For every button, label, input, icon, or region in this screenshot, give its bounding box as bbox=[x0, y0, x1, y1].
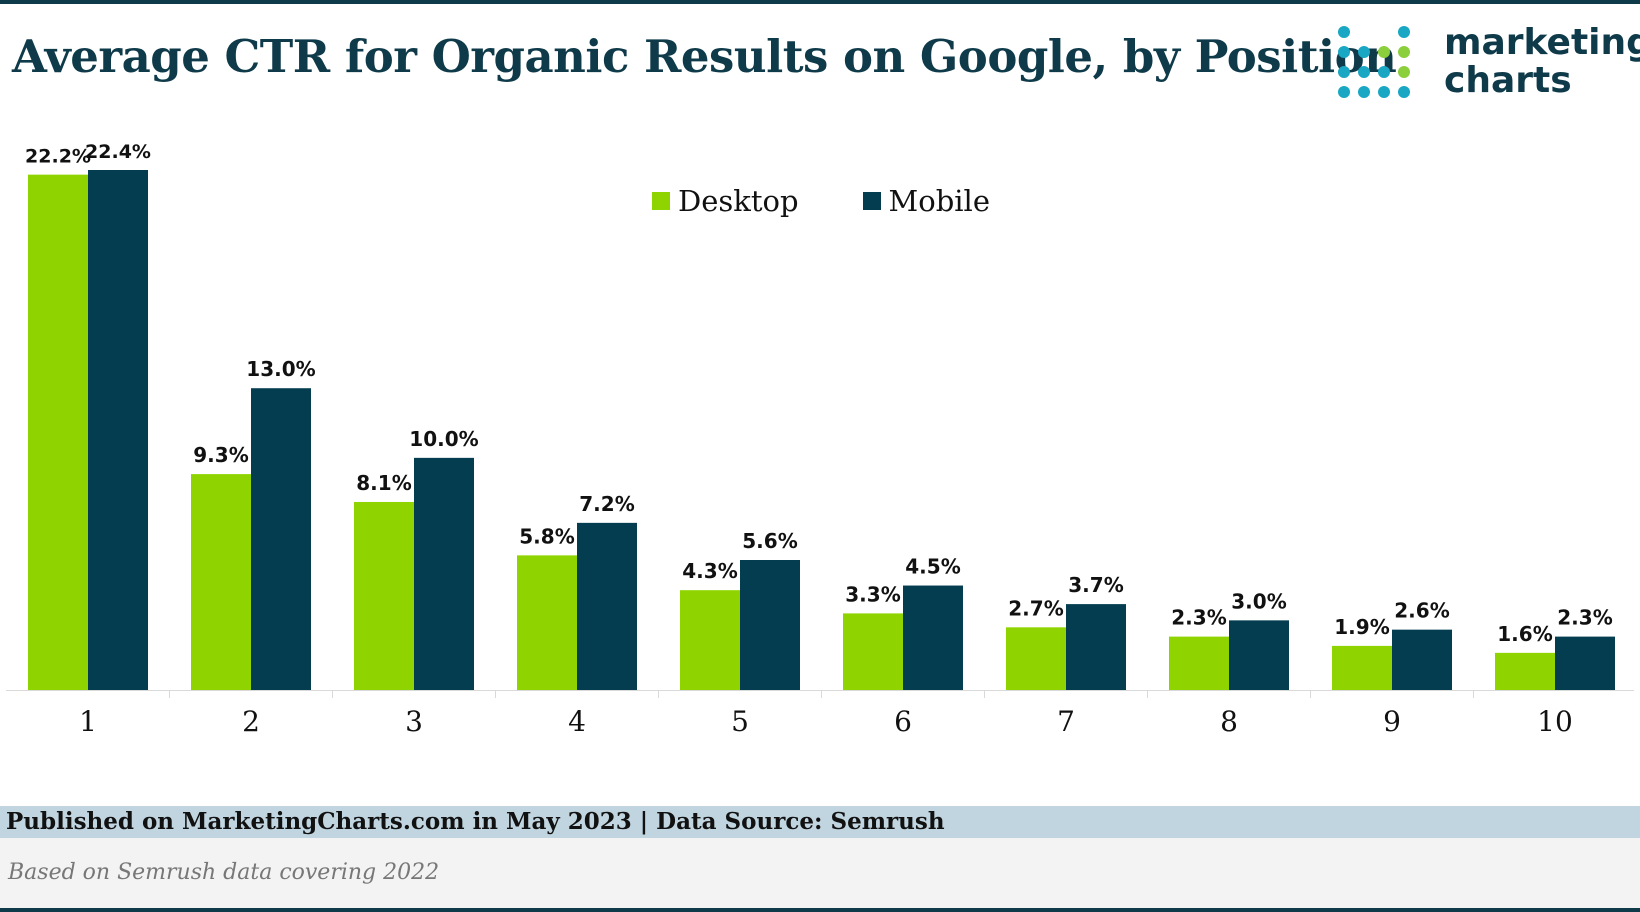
x-tick-label-1: 1 bbox=[79, 705, 97, 738]
data-label-desktop-1: 22.2% bbox=[25, 146, 91, 168]
legend-label-desktop: Desktop bbox=[678, 184, 799, 218]
data-label-desktop-6: 3.3% bbox=[845, 582, 900, 606]
data-label-desktop-8: 2.3% bbox=[1171, 606, 1226, 630]
logo-dot bbox=[1338, 46, 1350, 58]
logo-dot bbox=[1398, 46, 1410, 58]
logo-dot bbox=[1398, 66, 1410, 78]
logo-text: marketing charts bbox=[1444, 24, 1640, 100]
bar-desktop-5 bbox=[680, 590, 740, 690]
note-text: Based on Semrush data covering 2022 bbox=[8, 860, 440, 885]
marketingcharts-logo: marketing charts bbox=[1336, 24, 1640, 104]
bar-desktop-4 bbox=[517, 555, 577, 690]
logo-dot bbox=[1358, 86, 1370, 98]
source-text: Published on MarketingCharts.com in May … bbox=[6, 808, 945, 835]
data-label-mobile-7: 3.7% bbox=[1068, 573, 1123, 597]
bar-desktop-3 bbox=[354, 501, 414, 690]
data-label-mobile-4: 7.2% bbox=[579, 492, 634, 516]
bar-desktop-6 bbox=[843, 613, 903, 690]
data-label-mobile-6: 4.5% bbox=[905, 555, 960, 579]
bar-desktop-1 bbox=[28, 174, 88, 691]
bar-mobile-2 bbox=[251, 388, 311, 690]
data-label-mobile-8: 3.0% bbox=[1231, 589, 1286, 613]
data-label-mobile-5: 5.6% bbox=[742, 529, 797, 553]
legend-label-mobile: Mobile bbox=[888, 184, 990, 218]
bar-mobile-3 bbox=[414, 457, 474, 690]
bar-mobile-6 bbox=[903, 585, 963, 690]
data-label-mobile-1: 22.4% bbox=[85, 141, 151, 163]
data-label-desktop-7: 2.7% bbox=[1008, 596, 1063, 620]
data-label-mobile-10: 2.3% bbox=[1557, 606, 1612, 630]
bar-mobile-1 bbox=[88, 170, 148, 690]
data-label-desktop-10: 1.6% bbox=[1497, 622, 1552, 646]
data-label-desktop-3: 8.1% bbox=[356, 471, 411, 495]
x-tick-label-6: 6 bbox=[894, 705, 912, 738]
x-tick-label-5: 5 bbox=[731, 705, 749, 738]
logo-dot bbox=[1358, 46, 1370, 58]
data-label-mobile-9: 2.6% bbox=[1394, 599, 1449, 623]
chart-title: Average CTR for Organic Results on Googl… bbox=[12, 30, 1397, 83]
note-bar: Based on Semrush data covering 2022 bbox=[0, 838, 1640, 908]
legend-swatch-desktop bbox=[652, 192, 670, 210]
bar-mobile-9 bbox=[1392, 629, 1452, 690]
bar-mobile-10 bbox=[1555, 636, 1615, 690]
x-tick-label-9: 9 bbox=[1383, 705, 1401, 738]
top-rule bbox=[0, 0, 1640, 4]
bar-chart: 22.2%22.4% 1 9.3% 13.0% 2 8.1% 10.0% 3 5.8%7.2% 4… bbox=[6, 141, 1634, 738]
data-label-mobile-2: 13.0% bbox=[246, 357, 315, 381]
bar-desktop-2 bbox=[191, 474, 251, 690]
x-tick-label-10: 10 bbox=[1537, 705, 1573, 738]
logo-dot bbox=[1378, 46, 1390, 58]
x-tick-label-7: 7 bbox=[1057, 705, 1075, 738]
logo-dot bbox=[1338, 26, 1350, 38]
bar-desktop-9 bbox=[1332, 645, 1392, 690]
data-label-desktop-9: 1.9% bbox=[1334, 615, 1389, 639]
data-label-desktop-5: 4.3% bbox=[682, 559, 737, 583]
data-label-desktop-4: 5.8% bbox=[519, 524, 574, 548]
bar-desktop-10 bbox=[1495, 652, 1555, 690]
bar-desktop-7 bbox=[1006, 627, 1066, 690]
legend-item-mobile: Mobile bbox=[862, 184, 990, 218]
bar-mobile-7 bbox=[1066, 604, 1126, 690]
bar-desktop-8 bbox=[1169, 636, 1229, 690]
bar-mobile-4 bbox=[577, 522, 637, 690]
legend-item-desktop: Desktop bbox=[652, 184, 799, 218]
bar-mobile-8 bbox=[1229, 620, 1289, 690]
source-bar: Published on MarketingCharts.com in May … bbox=[0, 806, 1640, 838]
data-label-desktop-2: 9.3% bbox=[193, 443, 248, 467]
legend-swatch-mobile bbox=[862, 192, 881, 210]
logo-dot bbox=[1358, 66, 1370, 78]
data-label-mobile-3: 10.0% bbox=[409, 427, 478, 451]
logo-dot bbox=[1398, 86, 1410, 98]
chart-legend: Desktop Mobile bbox=[652, 184, 990, 218]
bar-mobile-5 bbox=[740, 560, 800, 690]
x-tick-label-3: 3 bbox=[405, 705, 423, 738]
x-tick-label-4: 4 bbox=[568, 705, 586, 738]
bottom-rule bbox=[0, 908, 1640, 912]
logo-dot bbox=[1378, 86, 1390, 98]
logo-dots-icon bbox=[1338, 26, 1410, 98]
logo-dot bbox=[1398, 26, 1410, 38]
logo-dot bbox=[1338, 66, 1350, 78]
x-tick-label-2: 2 bbox=[242, 705, 260, 738]
logo-line-1: marketing bbox=[1444, 22, 1640, 63]
logo-dot bbox=[1338, 86, 1350, 98]
x-tick-label-8: 8 bbox=[1220, 705, 1238, 738]
logo-dot bbox=[1378, 66, 1390, 78]
logo-line-2: charts bbox=[1444, 60, 1572, 101]
